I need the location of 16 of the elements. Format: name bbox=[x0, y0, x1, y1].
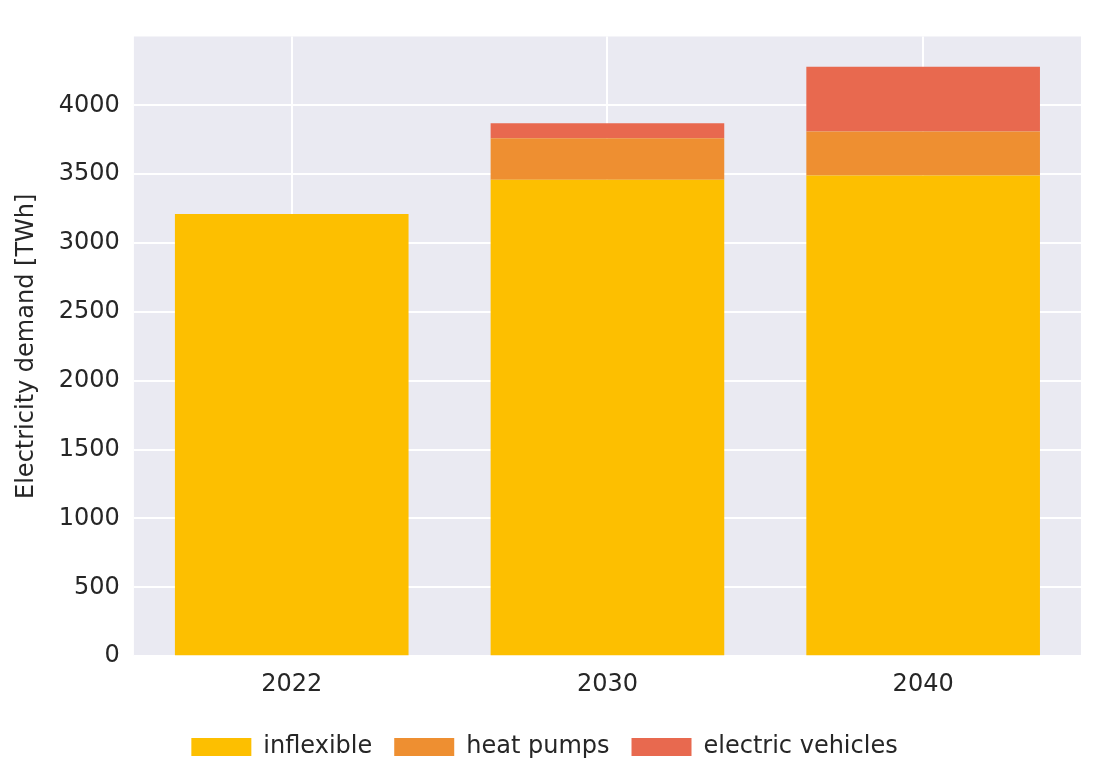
x-tick-label: 2022 bbox=[261, 668, 323, 697]
legend-label: inflexible bbox=[263, 731, 373, 760]
legend-label: electric vehicles bbox=[703, 731, 898, 760]
y-tick-label: 3500 bbox=[58, 158, 120, 187]
y-tick-label: 4000 bbox=[58, 89, 120, 118]
y-tick-label: 0 bbox=[104, 640, 120, 669]
legend-label: heat pumps bbox=[466, 731, 610, 760]
y-tick-label: 1500 bbox=[58, 433, 120, 462]
y-axis-title: Electricity demand [TWh] bbox=[10, 193, 39, 499]
y-tick-label: 500 bbox=[74, 571, 120, 600]
y-tick-label: 2500 bbox=[58, 296, 120, 325]
y-tick-label: 1000 bbox=[58, 502, 120, 531]
y-tick-label: 2000 bbox=[58, 364, 120, 393]
x-tick-label: 2030 bbox=[576, 668, 638, 697]
y-tick-label: 3000 bbox=[58, 227, 120, 256]
x-tick-label: 2040 bbox=[892, 668, 954, 697]
